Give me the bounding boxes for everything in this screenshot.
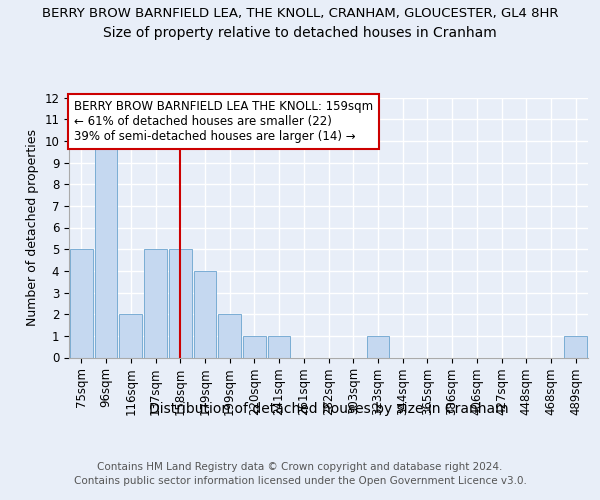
Bar bbox=[169, 249, 191, 358]
Bar bbox=[194, 271, 216, 358]
Bar bbox=[367, 336, 389, 357]
Text: BERRY BROW BARNFIELD LEA, THE KNOLL, CRANHAM, GLOUCESTER, GL4 8HR: BERRY BROW BARNFIELD LEA, THE KNOLL, CRA… bbox=[42, 8, 558, 20]
Bar bbox=[268, 336, 290, 357]
Bar bbox=[218, 314, 241, 358]
Text: Distribution of detached houses by size in Cranham: Distribution of detached houses by size … bbox=[149, 402, 509, 416]
Bar bbox=[144, 249, 167, 358]
Y-axis label: Number of detached properties: Number of detached properties bbox=[26, 129, 39, 326]
Text: BERRY BROW BARNFIELD LEA THE KNOLL: 159sqm
← 61% of detached houses are smaller : BERRY BROW BARNFIELD LEA THE KNOLL: 159s… bbox=[74, 100, 373, 143]
Text: Contains HM Land Registry data © Crown copyright and database right 2024.: Contains HM Land Registry data © Crown c… bbox=[97, 462, 503, 472]
Text: Size of property relative to detached houses in Cranham: Size of property relative to detached ho… bbox=[103, 26, 497, 40]
Bar bbox=[119, 314, 142, 358]
Bar bbox=[95, 141, 118, 358]
Bar bbox=[564, 336, 587, 357]
Bar bbox=[70, 249, 93, 358]
Bar bbox=[243, 336, 266, 357]
Text: Contains public sector information licensed under the Open Government Licence v3: Contains public sector information licen… bbox=[74, 476, 526, 486]
